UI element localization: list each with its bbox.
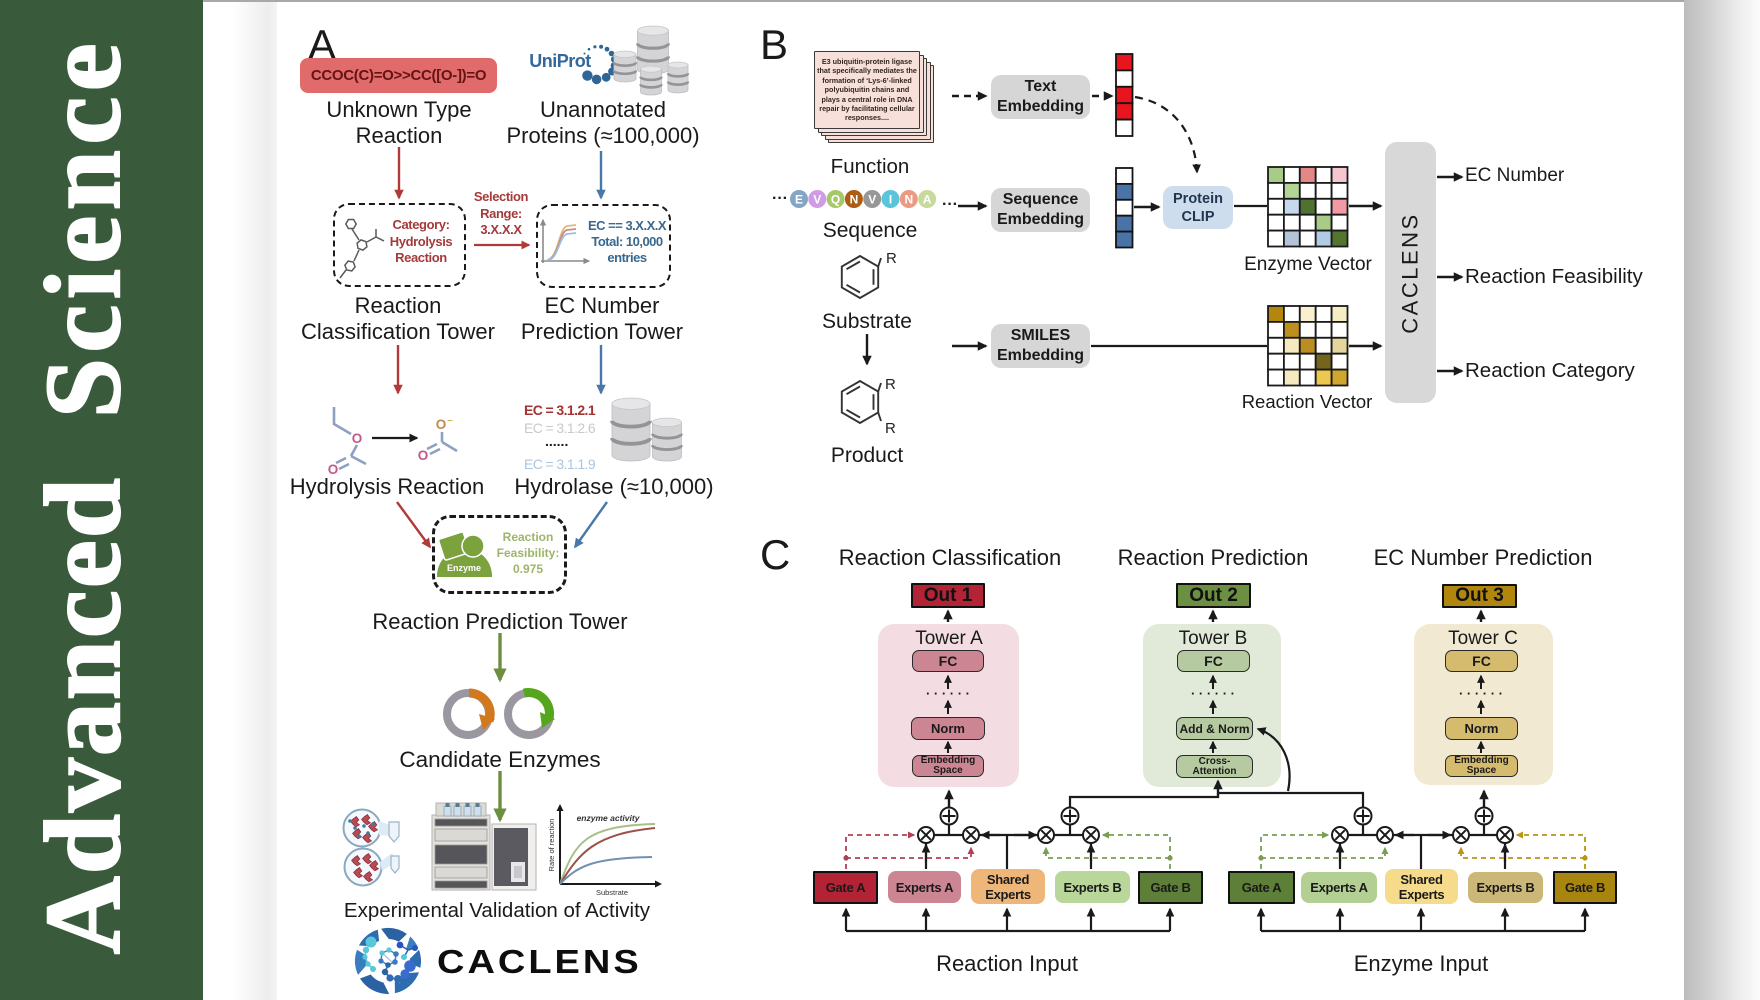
svg-text:A: A: [923, 193, 932, 207]
svg-text:R: R: [885, 420, 896, 437]
svg-text:R: R: [886, 250, 897, 267]
svg-text:O: O: [328, 462, 339, 477]
svg-text:Q: Q: [831, 193, 840, 207]
svg-text:N: N: [850, 193, 859, 207]
svg-text:Enzyme: Enzyme: [447, 563, 481, 573]
svg-text:V: V: [868, 193, 876, 207]
svg-text:E: E: [795, 193, 803, 207]
svg-text:V: V: [813, 193, 821, 207]
svg-text:O: O: [436, 417, 447, 432]
svg-text:Substrate: Substrate: [596, 888, 628, 897]
svg-text:O: O: [418, 448, 429, 463]
svg-text:Rate of reaction: Rate of reaction: [547, 819, 556, 872]
svg-text:enzyme activity: enzyme activity: [577, 813, 641, 823]
svg-text:R: R: [885, 376, 896, 393]
svg-text:N: N: [904, 193, 913, 207]
svg-text:I: I: [889, 193, 892, 207]
svg-text:O: O: [352, 431, 363, 446]
svg-text:–: –: [447, 415, 453, 426]
